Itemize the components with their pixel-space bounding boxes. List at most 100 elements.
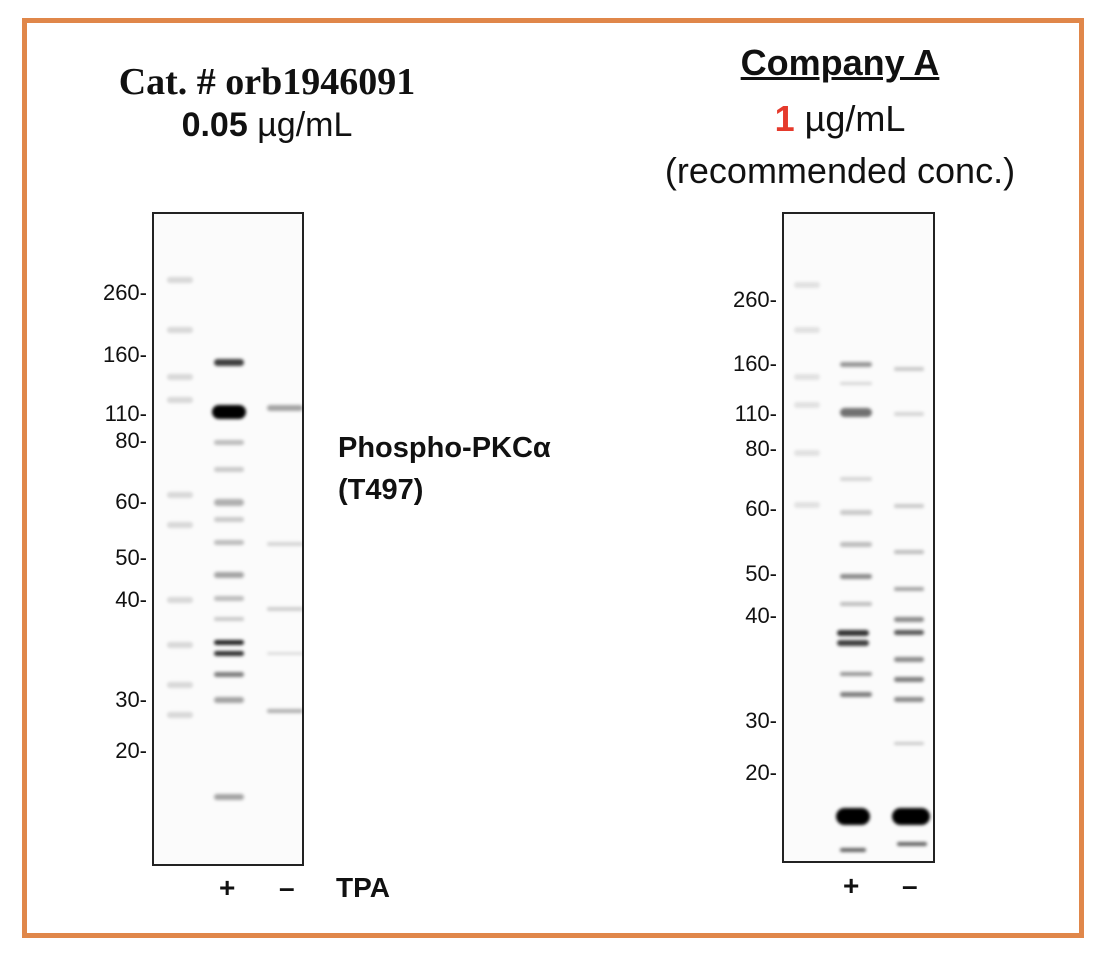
left-lane-minus: – <box>279 872 295 903</box>
blot-band <box>840 692 872 697</box>
blot-band <box>167 492 193 498</box>
blot-band <box>214 517 244 522</box>
mw-marker-label: 260- <box>102 280 147 305</box>
mw-marker-label: 80- <box>115 428 147 453</box>
left-concentration: 0.05 µg/mL <box>60 106 474 145</box>
blot-band <box>212 405 246 419</box>
target-label: Phospho-PKCα <box>338 432 551 464</box>
blot-band <box>214 440 244 445</box>
blot-band <box>167 522 193 528</box>
target-site: (T497) <box>338 474 424 506</box>
right-conc-value: 1 <box>774 98 795 139</box>
blot-band <box>167 682 193 688</box>
mw-marker-label: 50- <box>745 561 777 586</box>
blot-band <box>892 808 930 825</box>
right-lane-minus: – <box>902 870 918 901</box>
blot-band <box>894 657 924 662</box>
blot-band <box>837 640 869 646</box>
blot-band <box>267 607 303 611</box>
blot-band <box>267 709 303 713</box>
mw-marker-label: 110- <box>104 401 147 426</box>
blot-band <box>214 794 244 800</box>
blot-band <box>794 374 820 380</box>
blot-band <box>840 574 872 579</box>
blot-band <box>894 677 924 682</box>
figure-border <box>22 18 1084 938</box>
mw-marker-label: 60- <box>745 496 777 521</box>
blot-band <box>794 282 820 288</box>
blot-band <box>840 542 872 547</box>
blot-band <box>894 504 924 508</box>
blot-band <box>894 697 924 702</box>
blot-band <box>167 712 193 718</box>
left-lane-plus: + <box>219 872 236 903</box>
blot-band <box>214 596 244 601</box>
blot-band <box>840 848 866 852</box>
mw-marker-label: 30- <box>115 687 147 712</box>
mw-marker-label: 160- <box>102 342 147 367</box>
blot-band <box>214 672 244 677</box>
right-concentration: 1 µg/mL <box>640 98 1040 140</box>
blot-band <box>267 405 303 411</box>
mw-marker-label: 160- <box>732 351 777 376</box>
blot-band <box>794 502 820 508</box>
blot-band <box>794 450 820 456</box>
blot-band <box>267 652 303 655</box>
blot-band <box>214 640 244 645</box>
blot-band <box>897 842 927 846</box>
blot-band <box>167 597 193 603</box>
left-catalog-title: Cat. # orb1946091 <box>118 61 416 103</box>
mw-marker-label: 260- <box>732 287 777 312</box>
mw-marker-label: 60- <box>115 489 147 514</box>
right-note: (recommended conc.) <box>664 150 1016 191</box>
blot-band <box>894 742 924 745</box>
blot-band <box>837 630 869 636</box>
blot-band <box>836 808 870 825</box>
mw-marker-label: 80- <box>745 436 777 461</box>
blot-band <box>214 697 244 703</box>
blot-frame <box>782 212 935 863</box>
blot-band <box>214 651 244 656</box>
blot-band <box>840 362 872 367</box>
blot-band <box>840 672 872 676</box>
blot-band <box>794 402 820 408</box>
right-lane-plus: + <box>843 870 860 901</box>
blot-band <box>214 572 244 578</box>
blot-band <box>214 499 244 506</box>
blot-band <box>894 617 924 622</box>
blot-band <box>894 367 924 371</box>
blot-band <box>214 467 244 472</box>
blot-band <box>214 359 244 366</box>
blot-frame <box>152 212 304 866</box>
blot-band <box>840 602 872 606</box>
blot-band <box>840 477 872 481</box>
left-conc-unit: µg/mL <box>257 106 353 144</box>
right-company-title: Company A <box>740 42 940 83</box>
left-conc-value: 0.05 <box>181 106 248 144</box>
blot-band <box>214 540 244 545</box>
blot-band <box>167 374 193 380</box>
blot-band <box>894 587 924 591</box>
mw-marker-label: 30- <box>745 708 777 733</box>
blot-band <box>840 510 872 515</box>
blot-band <box>267 542 303 546</box>
blot-band <box>894 630 924 635</box>
mw-marker-label: 110- <box>734 401 777 426</box>
blot-band <box>167 397 193 403</box>
right-blot-image <box>782 212 935 863</box>
blot-band <box>214 617 244 621</box>
blot-band <box>167 277 193 283</box>
treatment-label: TPA <box>336 872 390 903</box>
mw-marker-label: 20- <box>745 760 777 785</box>
blot-band <box>894 550 924 554</box>
mw-marker-label: 20- <box>115 738 147 763</box>
blot-band <box>167 327 193 333</box>
blot-band <box>840 382 872 385</box>
blot-band <box>794 327 820 333</box>
mw-marker-label: 50- <box>115 545 147 570</box>
mw-marker-label: 40- <box>745 603 777 628</box>
mw-marker-label: 40- <box>115 587 147 612</box>
right-conc-unit: µg/mL <box>804 98 906 139</box>
left-blot-image <box>152 212 304 866</box>
blot-band <box>894 412 924 416</box>
